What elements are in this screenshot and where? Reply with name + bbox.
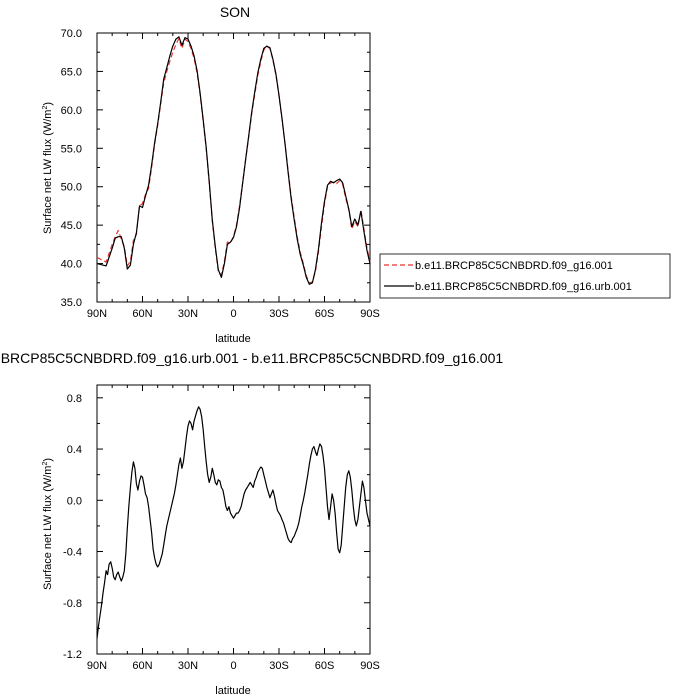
bottom-x-tick-label: 0 xyxy=(230,660,236,672)
bottom-x-tick-label: 60N xyxy=(132,660,152,672)
top-series-line-1 xyxy=(96,37,371,284)
top-chart-legend: b.e11.BRCP85C5CNBDRD.f09_g16.001 b.e11.B… xyxy=(379,253,671,299)
bottom-series-line-1 xyxy=(96,406,371,639)
top-x-tick-label: 0 xyxy=(230,308,236,320)
bottom-x-tick-label: 30N xyxy=(178,660,198,672)
top-y-tick-label: 55.0 xyxy=(61,143,82,155)
bottom-x-tick-label: 90S xyxy=(360,660,380,672)
top-x-tick-label: 60N xyxy=(132,308,152,320)
top-x-tick-label: 90N xyxy=(87,308,107,320)
bottom-chart-title: b.e11.BRCP85C5CNBDRD.f09_g16.urb.001 - b… xyxy=(0,350,503,366)
top-y-tick-label: 60.0 xyxy=(61,105,82,117)
bottom-y-tick-label: -1.2 xyxy=(63,649,82,661)
top-y-tick-label: 50.0 xyxy=(61,182,82,194)
bottom-x-tick-label: 90N xyxy=(87,660,107,672)
legend-label-series-2: b.e11.BRCP85C5CNBDRD.f09_g16.urb.001 xyxy=(415,281,632,293)
top-series-line-2 xyxy=(96,36,371,285)
bottom-y-tick-label: -0.4 xyxy=(63,547,82,559)
top-y-tick-label: 65.0 xyxy=(61,66,82,78)
top-y-tick-label: 40.0 xyxy=(61,259,82,271)
legend-label-series-1: b.e11.BRCP85C5CNBDRD.f09_g16.001 xyxy=(415,260,613,272)
top-chart-ylabel: Surface net LW flux (W/m2) xyxy=(42,102,54,234)
top-chart-title: SON xyxy=(220,4,250,20)
bottom-y-tick-label: -0.8 xyxy=(63,598,82,610)
top-y-tick-label: 45.0 xyxy=(61,220,82,232)
legend-frame xyxy=(379,253,671,299)
top-y-tick-label: 70.0 xyxy=(61,28,82,40)
bottom-chart-plot: 90N 60N 30N 0 30S 60S 90S -1.2 -0.8 -0.4 0.0 0.4 0.8 xyxy=(63,384,380,672)
bottom-y-tick-label: 0.0 xyxy=(67,495,82,507)
top-y-tick-label: 35.0 xyxy=(61,297,82,309)
bottom-x-tick-label: 60S xyxy=(315,660,335,672)
top-x-tick-label: 30N xyxy=(178,308,198,320)
top-chart-plot: 90N 60N 30N 0 30S 60S 90S 35.0 40.0 45.0 50.0 55.0 6… xyxy=(61,28,380,320)
top-chart-xlabel: latitude xyxy=(215,333,250,345)
bottom-chart-ylabel: Surface net LW flux (W/m2) xyxy=(42,458,54,590)
top-chart-frame xyxy=(96,32,371,303)
bottom-x-tick-label: 30S xyxy=(269,660,289,672)
bottom-y-tick-label: 0.4 xyxy=(67,444,82,456)
top-x-tick-label: 90S xyxy=(360,308,380,320)
top-x-tick-label: 60S xyxy=(315,308,335,320)
bottom-y-tick-label: 0.8 xyxy=(67,393,82,405)
top-x-tick-label: 30S xyxy=(269,308,289,320)
bottom-chart-xlabel: latitude xyxy=(215,685,250,697)
